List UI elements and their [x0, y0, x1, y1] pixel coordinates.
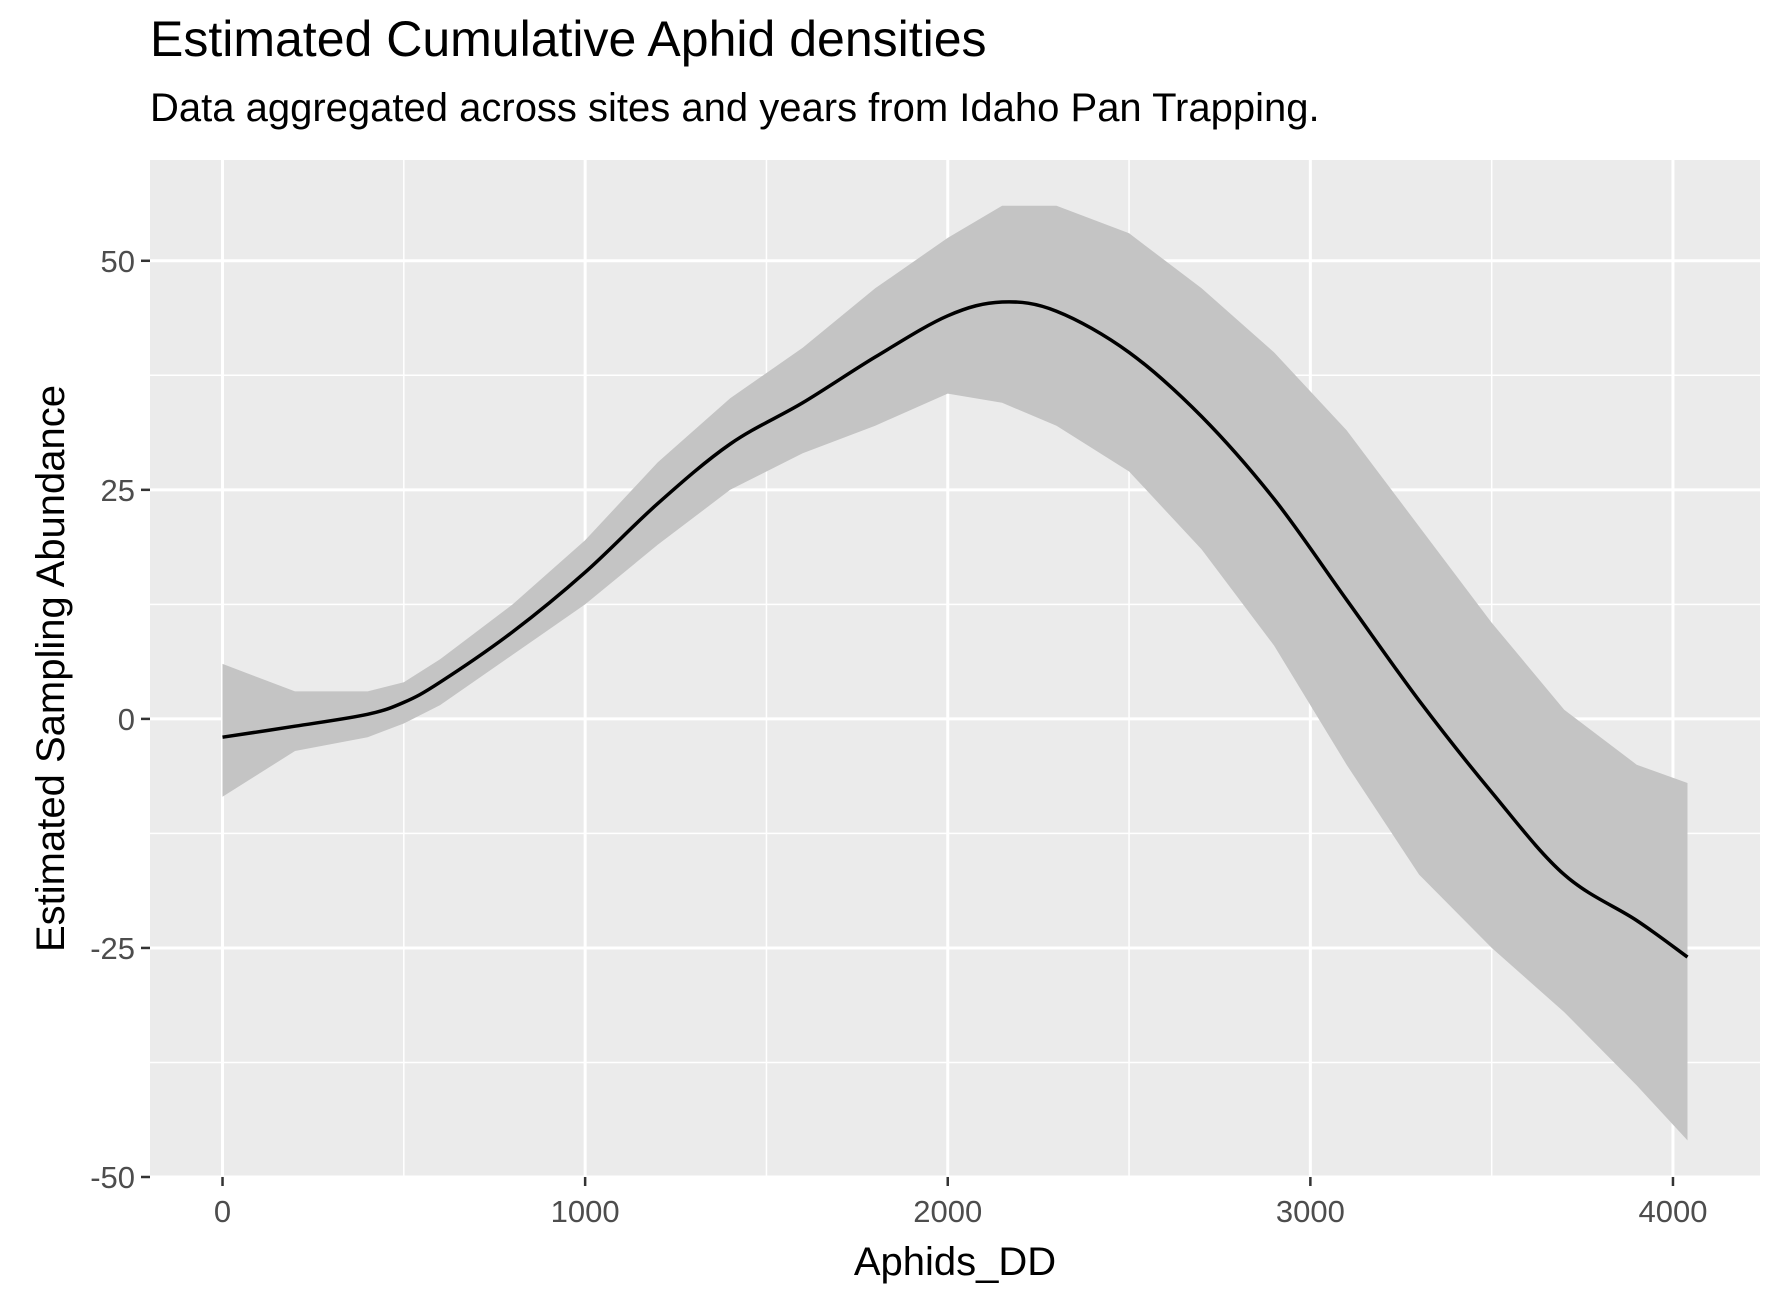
x-tick-label: 1000 — [551, 1194, 620, 1229]
x-tick-label: 3000 — [1276, 1194, 1345, 1229]
trend-line — [222, 300, 1689, 959]
y-tick-label: 25 — [101, 473, 135, 508]
x-axis-title: Aphids_DD — [854, 1240, 1056, 1284]
confidence-ribbon — [222, 205, 1688, 1141]
y-tick-label: 0 — [118, 702, 135, 737]
y-tick-label: -50 — [90, 1160, 135, 1195]
y-tick-label: 50 — [101, 244, 135, 279]
x-tick-label: 2000 — [913, 1194, 982, 1229]
chart-title: Estimated Cumulative Aphid densities — [150, 11, 987, 67]
y-axis-title: Estimated Sampling Abundance — [29, 385, 73, 952]
x-tick-label: 4000 — [1638, 1194, 1707, 1229]
y-tick-label: -25 — [90, 931, 135, 966]
chart-subtitle: Data aggregated across sites and years f… — [150, 86, 1320, 130]
y-axis: -50 -25 0 25 50 — [90, 244, 150, 1195]
x-tick-label: 0 — [214, 1194, 231, 1229]
x-axis: 0 1000 2000 3000 4000 — [214, 1177, 1707, 1229]
